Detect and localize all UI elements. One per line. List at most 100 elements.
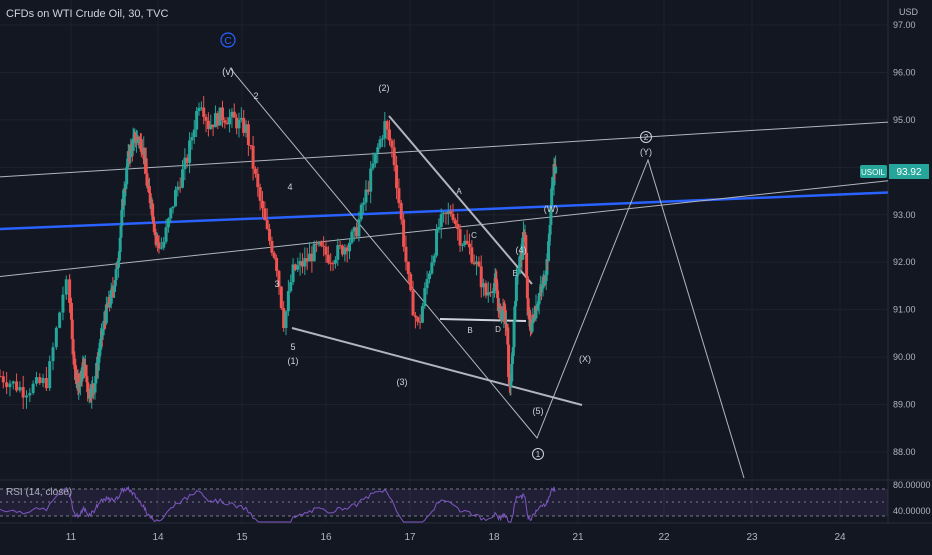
candle-body bbox=[326, 254, 330, 263]
candle-body bbox=[497, 306, 501, 312]
time-tick-label: 14 bbox=[152, 532, 164, 543]
candle-body bbox=[547, 241, 551, 262]
triangle-base-line[interactable] bbox=[439, 318, 527, 322]
candle-body bbox=[1, 376, 5, 383]
candle-body bbox=[93, 383, 97, 393]
candle-body bbox=[547, 234, 551, 242]
price-tick-label: 95.00 bbox=[893, 115, 916, 125]
candle-body bbox=[305, 258, 309, 262]
candle-body bbox=[541, 280, 545, 289]
candle-body bbox=[230, 111, 234, 118]
candle-body bbox=[270, 240, 274, 253]
candle-body bbox=[430, 262, 434, 274]
candle-body bbox=[411, 290, 415, 316]
candle-body bbox=[239, 117, 243, 120]
time-axis[interactable]: 11 14 15 16 17 18 21 22 23 24 bbox=[66, 532, 846, 543]
candle-body bbox=[108, 303, 112, 305]
candle-body bbox=[197, 107, 201, 112]
candle-body bbox=[18, 387, 22, 391]
candle-body bbox=[106, 306, 110, 308]
time-tick-label: 15 bbox=[236, 532, 248, 543]
wave-5-label: 5 bbox=[290, 342, 295, 352]
candle-body bbox=[143, 147, 147, 165]
channel-lower-line[interactable] bbox=[291, 327, 583, 406]
price-tick-label: 92.00 bbox=[893, 257, 916, 267]
candle-body bbox=[141, 153, 145, 155]
candle-body bbox=[496, 290, 500, 299]
candle-body bbox=[31, 383, 35, 394]
candle-body bbox=[159, 247, 163, 249]
candle-body bbox=[543, 276, 547, 285]
candle-body bbox=[282, 308, 286, 328]
candle-body bbox=[213, 113, 217, 128]
candle-body bbox=[338, 245, 342, 247]
candle-body bbox=[125, 164, 129, 168]
candle-body bbox=[300, 261, 304, 267]
channel-upper-line[interactable] bbox=[388, 115, 533, 285]
rsi-title[interactable]: RSI (14, close) bbox=[6, 487, 73, 498]
candle-body bbox=[204, 116, 208, 121]
candle-body bbox=[235, 117, 239, 129]
candle-body bbox=[376, 147, 380, 153]
wave-labels: C (v) 2 4 3 5 (1) (2) (3) A C B D E (4) … bbox=[220, 32, 652, 460]
time-tick-label: 21 bbox=[572, 532, 584, 543]
candle-body bbox=[86, 382, 90, 393]
wave-d-label: D bbox=[495, 325, 501, 334]
candle-body bbox=[140, 151, 144, 154]
candle-body bbox=[206, 120, 210, 129]
candle-body bbox=[435, 229, 439, 256]
candle-body bbox=[218, 107, 222, 126]
candle-body bbox=[385, 121, 389, 130]
candle-body bbox=[169, 208, 173, 219]
candle-body bbox=[96, 359, 100, 371]
candle-body bbox=[482, 283, 486, 288]
candle-body bbox=[510, 355, 514, 364]
candle-body bbox=[34, 377, 38, 384]
price-tick-label: 93.00 bbox=[893, 210, 916, 220]
last-price-marker: USOIL 93.92 bbox=[860, 164, 929, 179]
rsi-pane[interactable]: 80.00000 40.00000 bbox=[0, 480, 931, 523]
price-tick-label: 89.00 bbox=[893, 400, 916, 410]
candle-body bbox=[134, 141, 138, 144]
candle-body bbox=[528, 312, 532, 320]
candle-body bbox=[449, 211, 453, 215]
candle-body bbox=[25, 395, 29, 398]
candle-body bbox=[475, 261, 479, 265]
candle-body bbox=[156, 236, 160, 243]
candle-body bbox=[51, 347, 55, 362]
wave-a-label: A bbox=[456, 187, 462, 196]
candle-body bbox=[223, 120, 227, 123]
candle-body bbox=[373, 152, 377, 164]
candle-body bbox=[190, 137, 194, 141]
candle-body bbox=[543, 280, 547, 285]
candle-body bbox=[249, 145, 253, 147]
candle-body bbox=[416, 317, 420, 322]
candle-body bbox=[98, 349, 102, 355]
candle-body bbox=[456, 223, 460, 230]
candle-body bbox=[225, 122, 229, 125]
candle-body bbox=[548, 224, 552, 235]
candle-body bbox=[522, 232, 526, 236]
chart-title[interactable]: CFDs on WTI Crude Oil, 30, TVC bbox=[6, 8, 169, 20]
candle-body bbox=[526, 298, 530, 316]
candle-body bbox=[551, 185, 555, 187]
wave-projection-path[interactable] bbox=[229, 67, 745, 479]
trendline-lower bbox=[0, 180, 889, 277]
candle-body bbox=[101, 328, 105, 336]
rsi-tick-40: 40.00000 bbox=[893, 506, 931, 516]
candle-body bbox=[97, 354, 101, 360]
candle-body bbox=[453, 220, 457, 224]
candle-body bbox=[132, 134, 136, 139]
candle-body bbox=[298, 261, 302, 266]
wave-2-paren-label: (2) bbox=[379, 83, 390, 93]
candle-body bbox=[525, 276, 529, 299]
wave-lines[interactable] bbox=[229, 67, 745, 479]
candle-body bbox=[451, 214, 455, 221]
trendlines[interactable] bbox=[0, 121, 889, 277]
candle-body bbox=[402, 219, 406, 247]
time-tick-label: 22 bbox=[658, 532, 670, 543]
candle-body bbox=[64, 279, 68, 295]
candle-body bbox=[272, 252, 276, 258]
